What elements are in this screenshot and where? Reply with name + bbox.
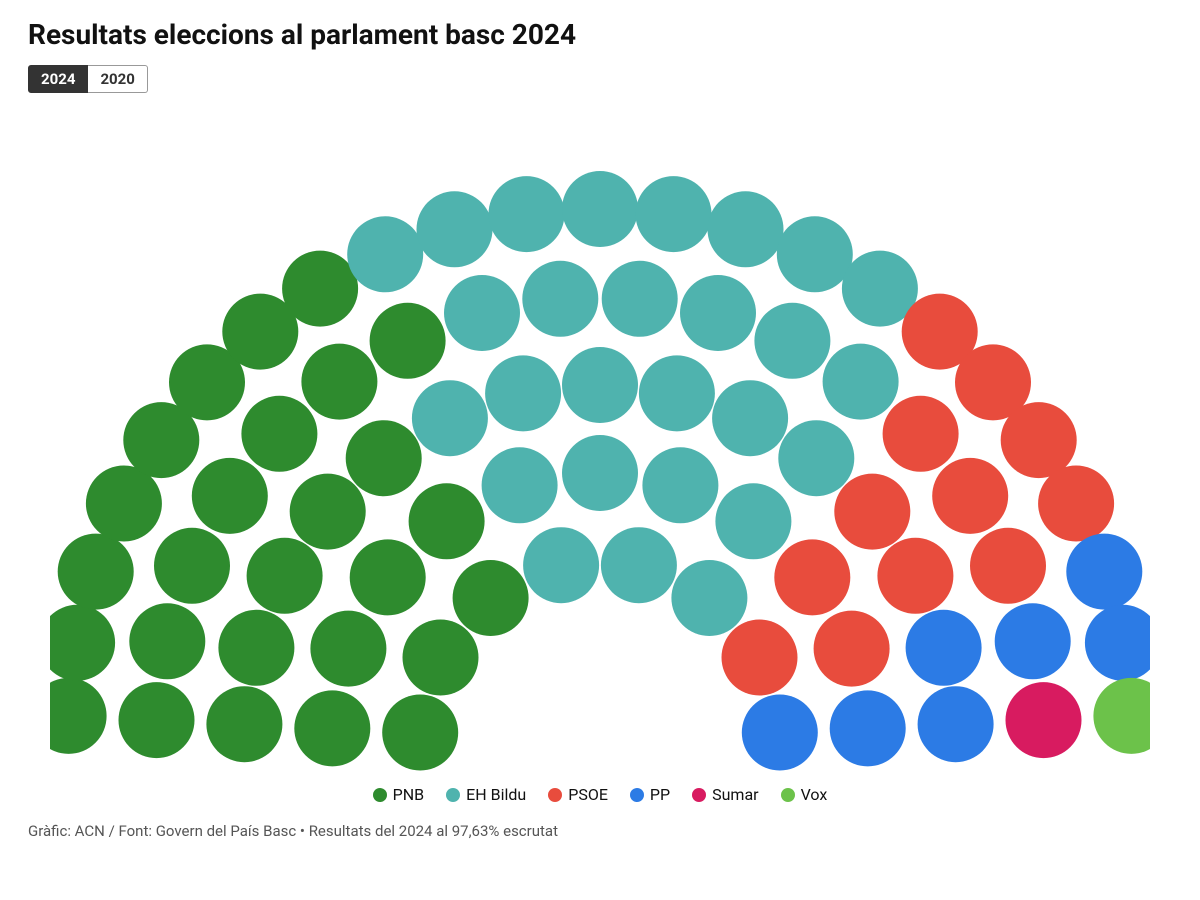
seat-bildu xyxy=(444,275,520,351)
seat-pnb xyxy=(58,534,134,610)
legend-item-pp: PP xyxy=(630,785,670,804)
seat-pnb xyxy=(370,303,446,379)
seat-bildu xyxy=(347,216,423,292)
seat-bildu xyxy=(562,347,638,423)
legend-dot-pp xyxy=(630,788,644,802)
legend-item-bildu: EH Bildu xyxy=(446,785,526,804)
seat-bildu xyxy=(602,261,678,337)
seat-pp xyxy=(830,690,906,766)
seat-bildu xyxy=(485,355,561,431)
legend-dot-pnb xyxy=(373,788,387,802)
seat-pp xyxy=(995,603,1071,679)
chart-footer: Gràfic: ACN / Font: Govern del País Basc… xyxy=(28,822,1172,840)
seat-pp xyxy=(1066,534,1142,610)
legend-label-pnb: PNB xyxy=(393,785,424,804)
legend-dot-sumar xyxy=(692,788,706,802)
seat-pnb xyxy=(50,605,115,681)
seat-bildu xyxy=(482,447,558,523)
seat-pp xyxy=(742,695,818,771)
seat-psoe xyxy=(877,538,953,614)
legend-item-vox: Vox xyxy=(781,785,828,804)
seat-bildu xyxy=(562,435,638,511)
seat-pnb xyxy=(218,610,294,686)
seat-pp xyxy=(918,686,994,762)
seat-psoe xyxy=(834,474,910,550)
seat-psoe xyxy=(1001,402,1077,478)
legend-label-sumar: Sumar xyxy=(712,785,758,804)
seat-bildu xyxy=(712,380,788,456)
legend: PNB EH Bildu PSOE PP Sumar Vox xyxy=(28,785,1172,804)
seat-pnb xyxy=(86,466,162,542)
seat-psoe xyxy=(932,458,1008,534)
seat-bildu xyxy=(601,527,677,603)
legend-label-pp: PP xyxy=(650,785,670,804)
seat-pp xyxy=(1085,605,1150,681)
seat-pnb xyxy=(294,690,370,766)
tab-2020[interactable]: 2020 xyxy=(88,65,147,93)
seat-psoe xyxy=(970,528,1046,604)
seat-bildu xyxy=(523,527,599,603)
seat-pnb xyxy=(409,483,485,559)
seat-pnb xyxy=(453,560,529,636)
seat-pnb xyxy=(350,539,426,615)
seat-bildu xyxy=(522,261,598,337)
seat-vox xyxy=(1093,678,1150,754)
seat-sumar xyxy=(1006,682,1082,758)
seat-psoe xyxy=(883,396,959,472)
legend-item-sumar: Sumar xyxy=(692,785,758,804)
seat-bildu xyxy=(417,191,493,267)
parliament-chart xyxy=(28,101,1172,781)
seat-pnb xyxy=(241,396,317,472)
seat-pnb xyxy=(154,528,230,604)
seat-pnb xyxy=(382,695,458,771)
seat-pnb xyxy=(247,538,323,614)
legend-dot-vox xyxy=(781,788,795,802)
year-tabs: 2024 2020 xyxy=(28,65,1172,93)
seat-pnb xyxy=(301,344,377,420)
seat-psoe xyxy=(722,620,798,696)
seat-pnb xyxy=(129,603,205,679)
seat-bildu xyxy=(754,303,830,379)
seat-bildu xyxy=(777,216,853,292)
seat-pp xyxy=(906,610,982,686)
seat-pnb xyxy=(346,420,422,496)
seat-bildu xyxy=(639,355,715,431)
seat-pnb xyxy=(192,458,268,534)
seat-pnb xyxy=(50,678,107,754)
seat-psoe xyxy=(814,611,890,687)
legend-label-bildu: EH Bildu xyxy=(466,785,526,804)
seat-bildu xyxy=(489,176,565,252)
legend-dot-bildu xyxy=(446,788,460,802)
seat-bildu xyxy=(778,420,854,496)
seat-pnb xyxy=(206,686,282,762)
page-title: Resultats eleccions al parlament basc 20… xyxy=(28,18,1172,51)
seat-pnb xyxy=(403,620,479,696)
seat-pnb xyxy=(119,682,195,758)
seat-psoe xyxy=(1038,466,1114,542)
legend-dot-psoe xyxy=(548,788,562,802)
seat-bildu xyxy=(412,380,488,456)
seat-bildu xyxy=(823,344,899,420)
legend-label-vox: Vox xyxy=(801,785,828,804)
seat-bildu xyxy=(562,171,638,247)
legend-item-pnb: PNB xyxy=(373,785,424,804)
legend-item-psoe: PSOE xyxy=(548,785,608,804)
seat-bildu xyxy=(708,191,784,267)
seat-bildu xyxy=(671,560,747,636)
seat-pnb xyxy=(282,251,358,327)
seat-bildu xyxy=(680,275,756,351)
seat-bildu xyxy=(636,176,712,252)
hemicycle-svg xyxy=(50,101,1150,781)
seat-pnb xyxy=(290,474,366,550)
seat-bildu xyxy=(715,483,791,559)
seat-pnb xyxy=(310,611,386,687)
seat-bildu xyxy=(642,447,718,523)
seat-psoe xyxy=(774,539,850,615)
tab-2024[interactable]: 2024 xyxy=(28,65,88,93)
legend-label-psoe: PSOE xyxy=(568,785,608,804)
